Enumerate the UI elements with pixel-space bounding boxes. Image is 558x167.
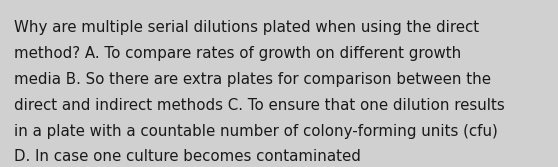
Text: method? A. To compare rates of growth on different growth: method? A. To compare rates of growth on… bbox=[14, 46, 461, 61]
Text: media B. So there are extra plates for comparison between the: media B. So there are extra plates for c… bbox=[14, 72, 491, 87]
Text: in a plate with a countable number of colony-forming units (cfu): in a plate with a countable number of co… bbox=[14, 124, 498, 139]
Text: D. In case one culture becomes contaminated: D. In case one culture becomes contamina… bbox=[14, 149, 361, 164]
Text: Why are multiple serial dilutions plated when using the direct: Why are multiple serial dilutions plated… bbox=[14, 20, 479, 35]
Text: direct and indirect methods C. To ensure that one dilution results: direct and indirect methods C. To ensure… bbox=[14, 98, 504, 113]
